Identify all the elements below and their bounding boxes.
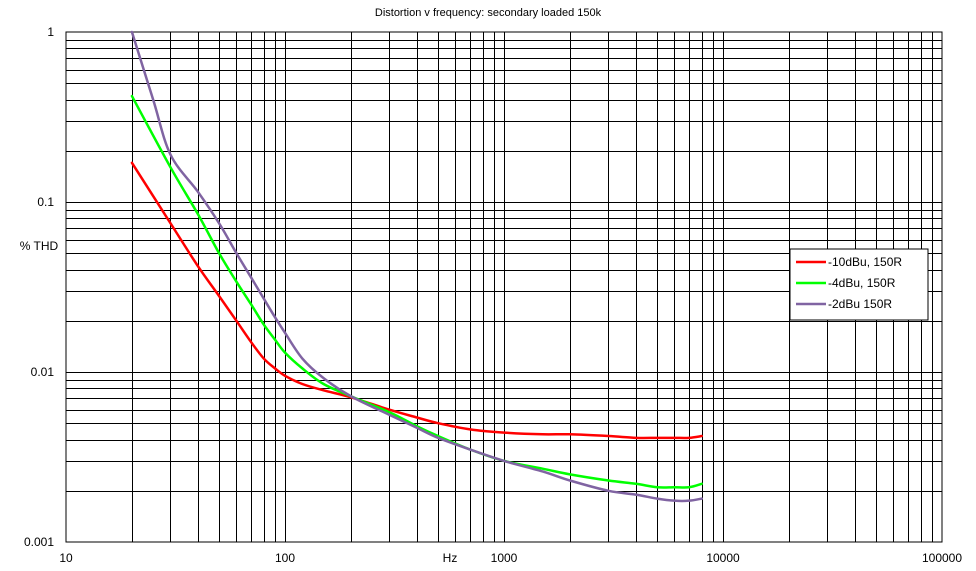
y-axis-label: % THD [20,239,59,253]
plot-area-border [65,31,943,543]
x-tick-label: 1000 [491,551,518,565]
tick-labels: 10 100 1000 10000 100000 0.001 0.01 0.1 1 [24,25,962,565]
x-tick-label: 100000 [922,551,962,565]
x-tick-label: 100 [275,551,295,565]
y-tick-label: 0.1 [37,195,54,209]
x-tick-label: 10000 [706,551,740,565]
series-line-2 [130,94,704,489]
legend-entry-label: -2dBu 150R [828,297,892,311]
grid [66,32,942,542]
x-axis-label: Hz [443,551,458,565]
legend: -10dBu, 150R -4dBu, 150R -2dBu 150R [789,248,929,321]
x-tick-label: 10 [59,551,73,565]
y-tick-label: 0.001 [24,535,54,549]
series-line-1 [130,161,704,440]
series-group [130,30,704,503]
y-tick-label: 1 [47,25,54,39]
chart-title: Distortion v frequency: secondary loaded… [375,7,602,19]
legend-entry-label: -4dBu, 150R [828,276,896,290]
y-tick-label: 0.01 [31,365,55,379]
legend-entry-label: -10dBu, 150R [828,255,902,269]
series-line-3 [130,30,704,503]
